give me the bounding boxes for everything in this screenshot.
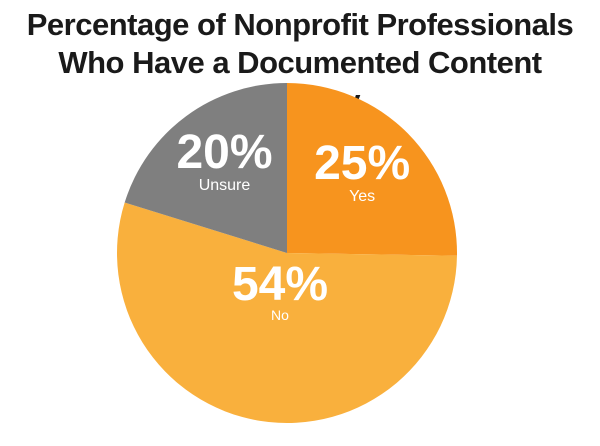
slice-label-no: No xyxy=(271,307,289,323)
chart-title: Percentage of Nonprofit Professionals Wh… xyxy=(0,0,600,120)
pie-slice-yes xyxy=(287,83,457,256)
slice-label-unsure: Unsure xyxy=(199,177,251,194)
slice-value-no: 54% xyxy=(232,258,328,311)
slice-value-unsure: 20% xyxy=(176,126,272,179)
pie-slice-no xyxy=(116,202,457,424)
chart-title-line-1: Percentage of Nonprofit Professionals xyxy=(26,7,574,42)
slice-value-yes: 25% xyxy=(314,137,410,190)
pie-slice-unsure xyxy=(124,83,287,253)
slice-label-yes: Yes xyxy=(349,188,375,205)
